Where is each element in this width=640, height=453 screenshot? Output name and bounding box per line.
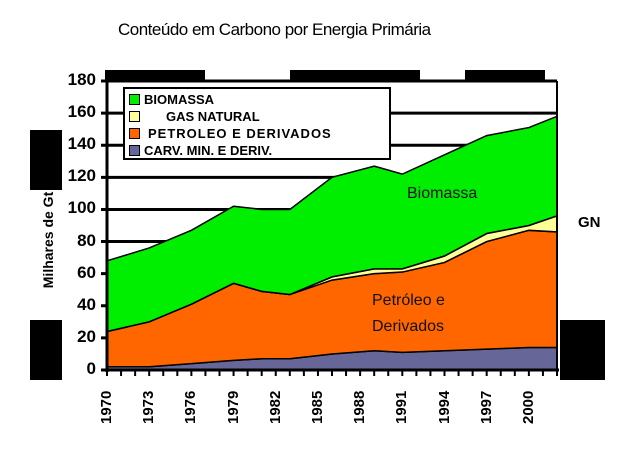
legend: BIOMASSA GAS NATURAL PETROLEO E DERIVADO…: [123, 87, 391, 160]
legend-item-petroleo: PETROLEO E DERIVADOS: [129, 125, 385, 142]
annotation-biomassa: Biomassa: [407, 185, 478, 202]
legend-item-biomassa: BIOMASSA: [129, 91, 385, 108]
y-tick-label: 20: [77, 326, 96, 346]
legend-item-carvao: CARV. MIN. E DERIV.: [129, 142, 385, 159]
legend-swatch-carvao: [129, 145, 140, 156]
area-series: [106, 115, 558, 371]
y-tick-label: 140: [67, 134, 96, 154]
y-tick-label: 160: [67, 102, 96, 122]
redaction-block: [290, 70, 420, 82]
axes: [101, 81, 559, 376]
redaction-block: [30, 320, 62, 380]
legend-swatch-petroleo: [129, 128, 140, 139]
legend-swatch-gas: [129, 111, 140, 122]
y-tick-label: 180: [67, 70, 96, 89]
legend-label: GAS NATURAL: [166, 109, 260, 124]
y-tick-label: 80: [77, 230, 96, 250]
legend-label: BIOMASSA: [144, 92, 215, 107]
legend-label: CARV. MIN. E DERIV.: [144, 143, 273, 158]
legend-swatch-biomassa: [129, 94, 140, 105]
legend-item-gas-natural: GAS NATURAL: [129, 108, 385, 125]
legend-label: PETROLEO E DERIVADOS: [148, 126, 332, 141]
y-tick-label: 120: [67, 166, 96, 186]
y-tick-label: 100: [67, 198, 96, 218]
annotation-petroleo-1: Petróleo e: [372, 292, 445, 309]
redaction-block: [105, 70, 205, 82]
redaction-block: [560, 320, 605, 380]
redaction-block: [465, 70, 545, 82]
y-tick-label: 60: [77, 262, 96, 282]
annotation-gn: GN: [578, 214, 601, 231]
y-tick-label: 0: [86, 359, 96, 378]
chart-title: Conteúdo em Carbono por Energia Primária: [118, 20, 431, 39]
y-tick-label: 40: [77, 294, 96, 314]
annotation-petroleo-2: Derivados: [372, 318, 445, 335]
redaction-block: [30, 130, 62, 190]
